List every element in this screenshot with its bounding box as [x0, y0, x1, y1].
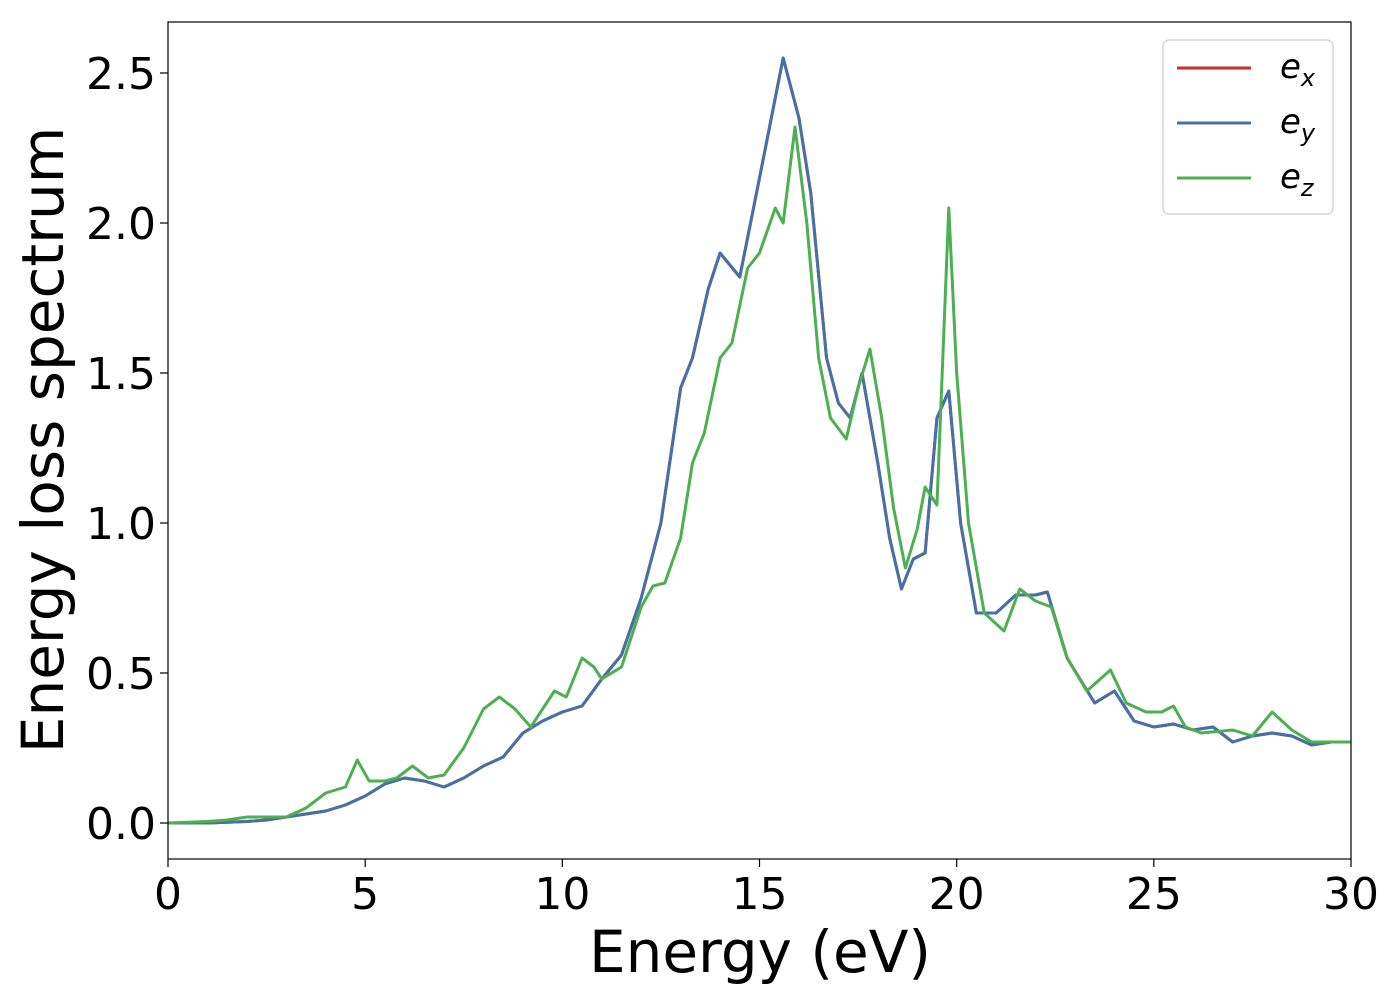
y-axis-label: Energy loss spectrum [9, 127, 77, 753]
x-axis-ticks: 0 5 10 15 20 25 30 [154, 859, 1379, 920]
legend: ex ey ez [1162, 39, 1334, 215]
y-tick-label: 0.5 [86, 649, 156, 700]
legend-label-e-x: ex [1280, 47, 1316, 92]
x-tick-label: 30 [1323, 869, 1379, 920]
x-tick-label: 15 [732, 869, 788, 920]
legend-box [1162, 39, 1334, 215]
x-tick-label: 0 [154, 869, 182, 920]
y-tick-label: 2.5 [86, 49, 156, 100]
y-axis-ticks: 0.0 0.5 1.0 1.5 2.0 2.5 [86, 49, 168, 850]
y-tick-label: 1.5 [86, 349, 156, 400]
x-axis-label: Energy (eV) [589, 918, 931, 986]
plot-area [168, 56, 1351, 825]
x-tick-label: 5 [351, 869, 379, 920]
series-line-e-y [168, 56, 1351, 825]
y-tick-label: 2.0 [86, 199, 156, 250]
x-tick-label: 25 [1126, 869, 1182, 920]
x-tick-label: 20 [929, 869, 985, 920]
y-tick-label: 1.0 [86, 499, 156, 550]
series-line-e-z [168, 125, 1351, 825]
x-tick-label: 10 [534, 869, 590, 920]
y-tick-label: 0.0 [86, 799, 156, 850]
legend-label-e-z: ez [1280, 157, 1315, 202]
legend-label-e-y: ey [1280, 102, 1316, 147]
